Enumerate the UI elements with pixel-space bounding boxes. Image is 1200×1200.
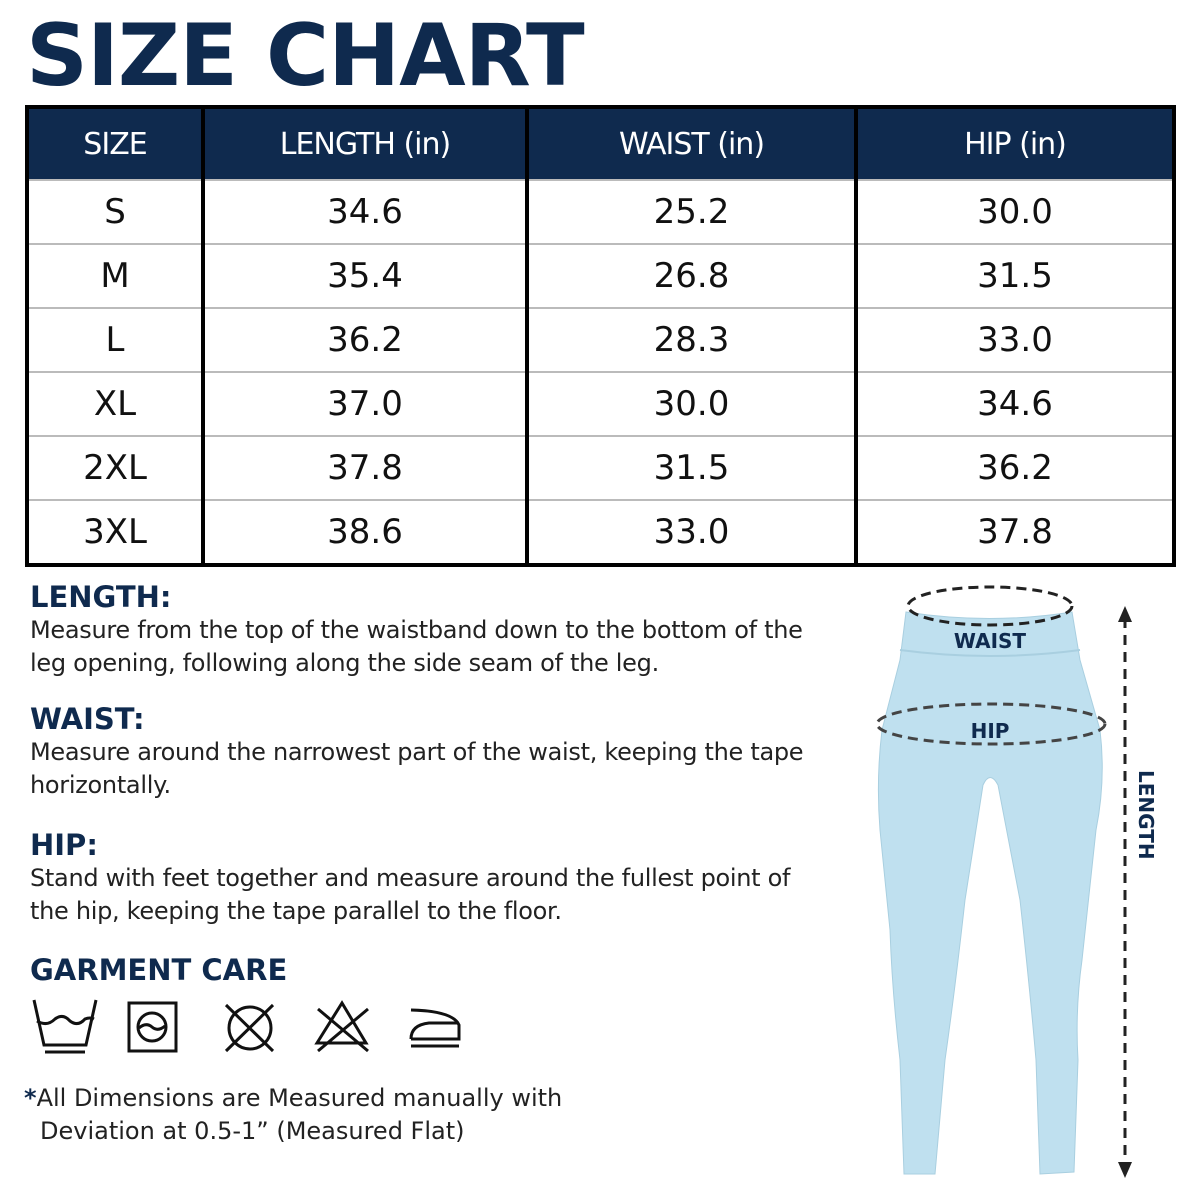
- waist-cell: 31.5: [525, 435, 856, 500]
- do-not-dry-clean-icon: [224, 1003, 275, 1053]
- header-length: LENGTH (in): [201, 107, 527, 180]
- waist-cell: 33.0: [525, 499, 856, 565]
- length-cell: 36.2: [201, 307, 527, 372]
- hip-cell: 33.0: [854, 307, 1174, 372]
- size-cell: 3XL: [27, 499, 203, 565]
- table-row: 3XL 38.6 33.0 37.8: [27, 499, 1174, 565]
- length-cell: 35.4: [201, 243, 527, 308]
- note-line-2: Deviation at 0.5-1” (Measured Flat): [40, 1117, 465, 1145]
- size-cell: M: [27, 243, 203, 308]
- note-line-1: All Dimensions are Measured manually wit…: [36, 1084, 563, 1112]
- hip-text: Stand with feet together and measure aro…: [30, 864, 791, 925]
- waist-cell: 26.8: [525, 243, 856, 308]
- waist-heading: WAIST:: [30, 702, 145, 736]
- iron-icon: [409, 1008, 461, 1048]
- hip-label: HIP: [971, 719, 1010, 743]
- hip-cell: 31.5: [854, 243, 1174, 308]
- size-cell: XL: [27, 371, 203, 436]
- length-cell: 38.6: [201, 499, 527, 565]
- page-title: SIZE CHART: [26, 6, 585, 106]
- waist-text: Measure around the narrowest part of the…: [30, 738, 804, 799]
- length-heading: LENGTH:: [30, 580, 172, 614]
- length-label: LENGTH: [1134, 770, 1158, 860]
- table-row: XL 37.0 30.0 34.6: [27, 371, 1174, 436]
- care-heading: GARMENT CARE: [30, 953, 288, 987]
- hip-measure-line: [875, 702, 1107, 746]
- hip-heading: HIP:: [30, 828, 98, 862]
- size-cell: L: [27, 307, 203, 372]
- table-header-row: SIZE LENGTH (in) WAIST (in) HIP (in): [27, 107, 1174, 180]
- header-size: SIZE: [27, 107, 203, 180]
- length-text: Measure from the top of the waistband do…: [30, 616, 803, 677]
- tumble-dry-icon: [127, 1001, 178, 1053]
- arrow-down-icon: [1118, 1162, 1132, 1178]
- hip-cell: 30.0: [854, 179, 1174, 244]
- header-hip: HIP (in): [854, 107, 1174, 180]
- care-section: GARMENT CARE: [30, 953, 830, 987]
- hip-cell: 37.8: [854, 499, 1174, 565]
- arrow-up-icon: [1118, 606, 1132, 622]
- length-section: LENGTH: Measure from the top of the wais…: [30, 580, 830, 680]
- waist-label: WAIST: [954, 629, 1026, 653]
- hip-section: HIP: Stand with feet together and measur…: [30, 828, 830, 928]
- table-row: M 35.4 26.8 31.5: [27, 243, 1174, 308]
- hip-cell: 36.2: [854, 435, 1174, 500]
- measurement-note: *All Dimensions are Measured manually wi…: [24, 1082, 562, 1148]
- size-cell: 2XL: [27, 435, 203, 500]
- waist-cell: 28.3: [525, 307, 856, 372]
- hand-wash-icon: [32, 999, 98, 1054]
- hip-cell: 34.6: [854, 371, 1174, 436]
- asterisk: *: [24, 1084, 37, 1112]
- waist-measure-line: [906, 585, 1074, 627]
- header-waist: WAIST (in): [525, 107, 856, 180]
- table-row: 2XL 37.8 31.5 36.2: [27, 435, 1174, 500]
- length-cell: 34.6: [201, 179, 527, 244]
- waist-cell: 30.0: [525, 371, 856, 436]
- table-row: L 36.2 28.3 33.0: [27, 307, 1174, 372]
- waist-section: WAIST: Measure around the narrowest part…: [30, 702, 830, 802]
- do-not-bleach-icon: [314, 1000, 369, 1053]
- length-cell: 37.8: [201, 435, 527, 500]
- leggings-illustration: [877, 611, 1103, 1175]
- size-cell: S: [27, 179, 203, 244]
- table-row: S 34.6 25.2 30.0: [27, 179, 1174, 244]
- length-cell: 37.0: [201, 371, 527, 436]
- waist-cell: 25.2: [525, 179, 856, 244]
- size-table: SIZE LENGTH (in) WAIST (in) HIP (in) S 34…: [25, 105, 1176, 567]
